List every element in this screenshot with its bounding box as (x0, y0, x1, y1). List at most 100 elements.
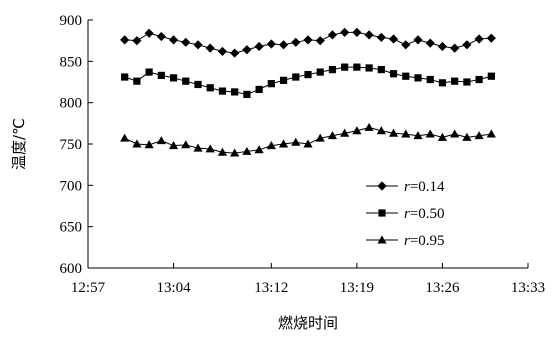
legend-variable: r (404, 206, 410, 222)
legend: r=0.14r=0.50r=0.95 (366, 179, 445, 249)
square-point (169, 74, 178, 82)
legend-variable: r (404, 179, 410, 195)
legend-entry: r=0.50 (366, 206, 445, 222)
triangle-point (413, 131, 423, 140)
diamond-point (425, 38, 435, 48)
x-tick-label: 13:04 (156, 280, 191, 296)
square-point (389, 70, 398, 78)
square-point (157, 71, 165, 79)
x-tick-label: 12:57 (71, 280, 106, 296)
diamond-point (437, 41, 448, 52)
square-point (341, 63, 349, 71)
diamond-point (413, 35, 423, 45)
square-point (206, 84, 214, 92)
y-tick-label: 650 (60, 220, 83, 236)
legend-entry: r=0.95 (366, 233, 445, 249)
square-point (279, 76, 288, 84)
legend-value: =0.95 (410, 233, 445, 249)
square-point (377, 66, 385, 74)
triangle-point (230, 148, 240, 157)
triangle-point (181, 140, 191, 149)
triangle-point (450, 129, 460, 138)
x-tick-label: 13:26 (425, 280, 460, 296)
square-point (292, 73, 300, 81)
triangle-point (303, 139, 313, 148)
legend-value: =0.50 (410, 206, 445, 222)
square-point (145, 68, 153, 76)
square-point (121, 73, 129, 81)
diamond-point (462, 40, 472, 50)
diamond-point (364, 30, 374, 40)
legend-diamond-marker (377, 181, 387, 191)
square-point (353, 63, 361, 71)
diamond-point (266, 39, 276, 49)
triangle-point (401, 129, 411, 138)
diamond-point (340, 27, 350, 37)
triangle-point (242, 146, 252, 155)
triangle-point (120, 133, 130, 142)
square-point (316, 68, 324, 76)
diamond-point (181, 37, 191, 47)
diamond-point (242, 45, 252, 55)
diamond-point (474, 34, 484, 44)
legend-entry: r=0.14 (366, 179, 445, 195)
square-point (255, 85, 263, 94)
legend-label: r=0.50 (404, 206, 445, 222)
diamond-point (327, 30, 338, 40)
diamond-point (486, 33, 496, 43)
triangle-point (388, 128, 399, 137)
square-point (133, 77, 141, 85)
square-point (426, 75, 434, 84)
square-point (487, 72, 495, 80)
triangle-point (462, 132, 472, 141)
legend-variable: r (404, 233, 410, 249)
square-point (194, 80, 202, 89)
series-2 (121, 63, 495, 98)
triangle-point (352, 126, 362, 135)
square-point (304, 70, 312, 79)
triangle-point (205, 144, 215, 153)
triangle-point (437, 132, 448, 141)
series-group (120, 27, 496, 157)
square-point (451, 77, 459, 85)
diamond-point (156, 31, 166, 42)
series-3 (120, 122, 496, 157)
square-point (475, 75, 483, 84)
square-point (414, 74, 422, 82)
diamond-point (291, 37, 301, 47)
x-axis-title: 燃烧时间 (278, 314, 338, 332)
legend-label: r=0.95 (404, 233, 445, 249)
diamond-point (315, 36, 325, 46)
triangle-point (315, 133, 325, 142)
square-point (463, 78, 471, 86)
x-tick-label: 13:19 (340, 280, 374, 296)
diamond-point (278, 40, 289, 50)
diamond-point (376, 32, 386, 42)
triangle-point (364, 122, 374, 131)
square-point (231, 88, 239, 96)
diamond-point (168, 35, 179, 45)
diamond-point (254, 41, 264, 52)
y-tick-label: 900 (60, 13, 83, 29)
square-point (267, 80, 275, 88)
triangle-point (156, 136, 166, 145)
triangle-point (376, 126, 386, 135)
diamond-point (401, 40, 411, 50)
square-point (328, 66, 337, 74)
triangle-point (266, 141, 276, 150)
x-tick-label: 13:33 (511, 280, 545, 296)
square-point (182, 77, 190, 85)
square-point (218, 87, 227, 95)
triangle-point (425, 129, 435, 138)
y-tick-label: 850 (60, 54, 83, 70)
triangle-point (254, 145, 264, 154)
y-tick-label: 750 (60, 137, 83, 153)
triangle-point (278, 139, 289, 148)
diamond-point (193, 40, 203, 50)
square-point (402, 72, 410, 80)
diamond-point (205, 43, 215, 53)
legend-triangle-marker (377, 235, 387, 244)
series-1 (120, 27, 496, 58)
y-axis-title: 温度/℃ (10, 118, 28, 170)
